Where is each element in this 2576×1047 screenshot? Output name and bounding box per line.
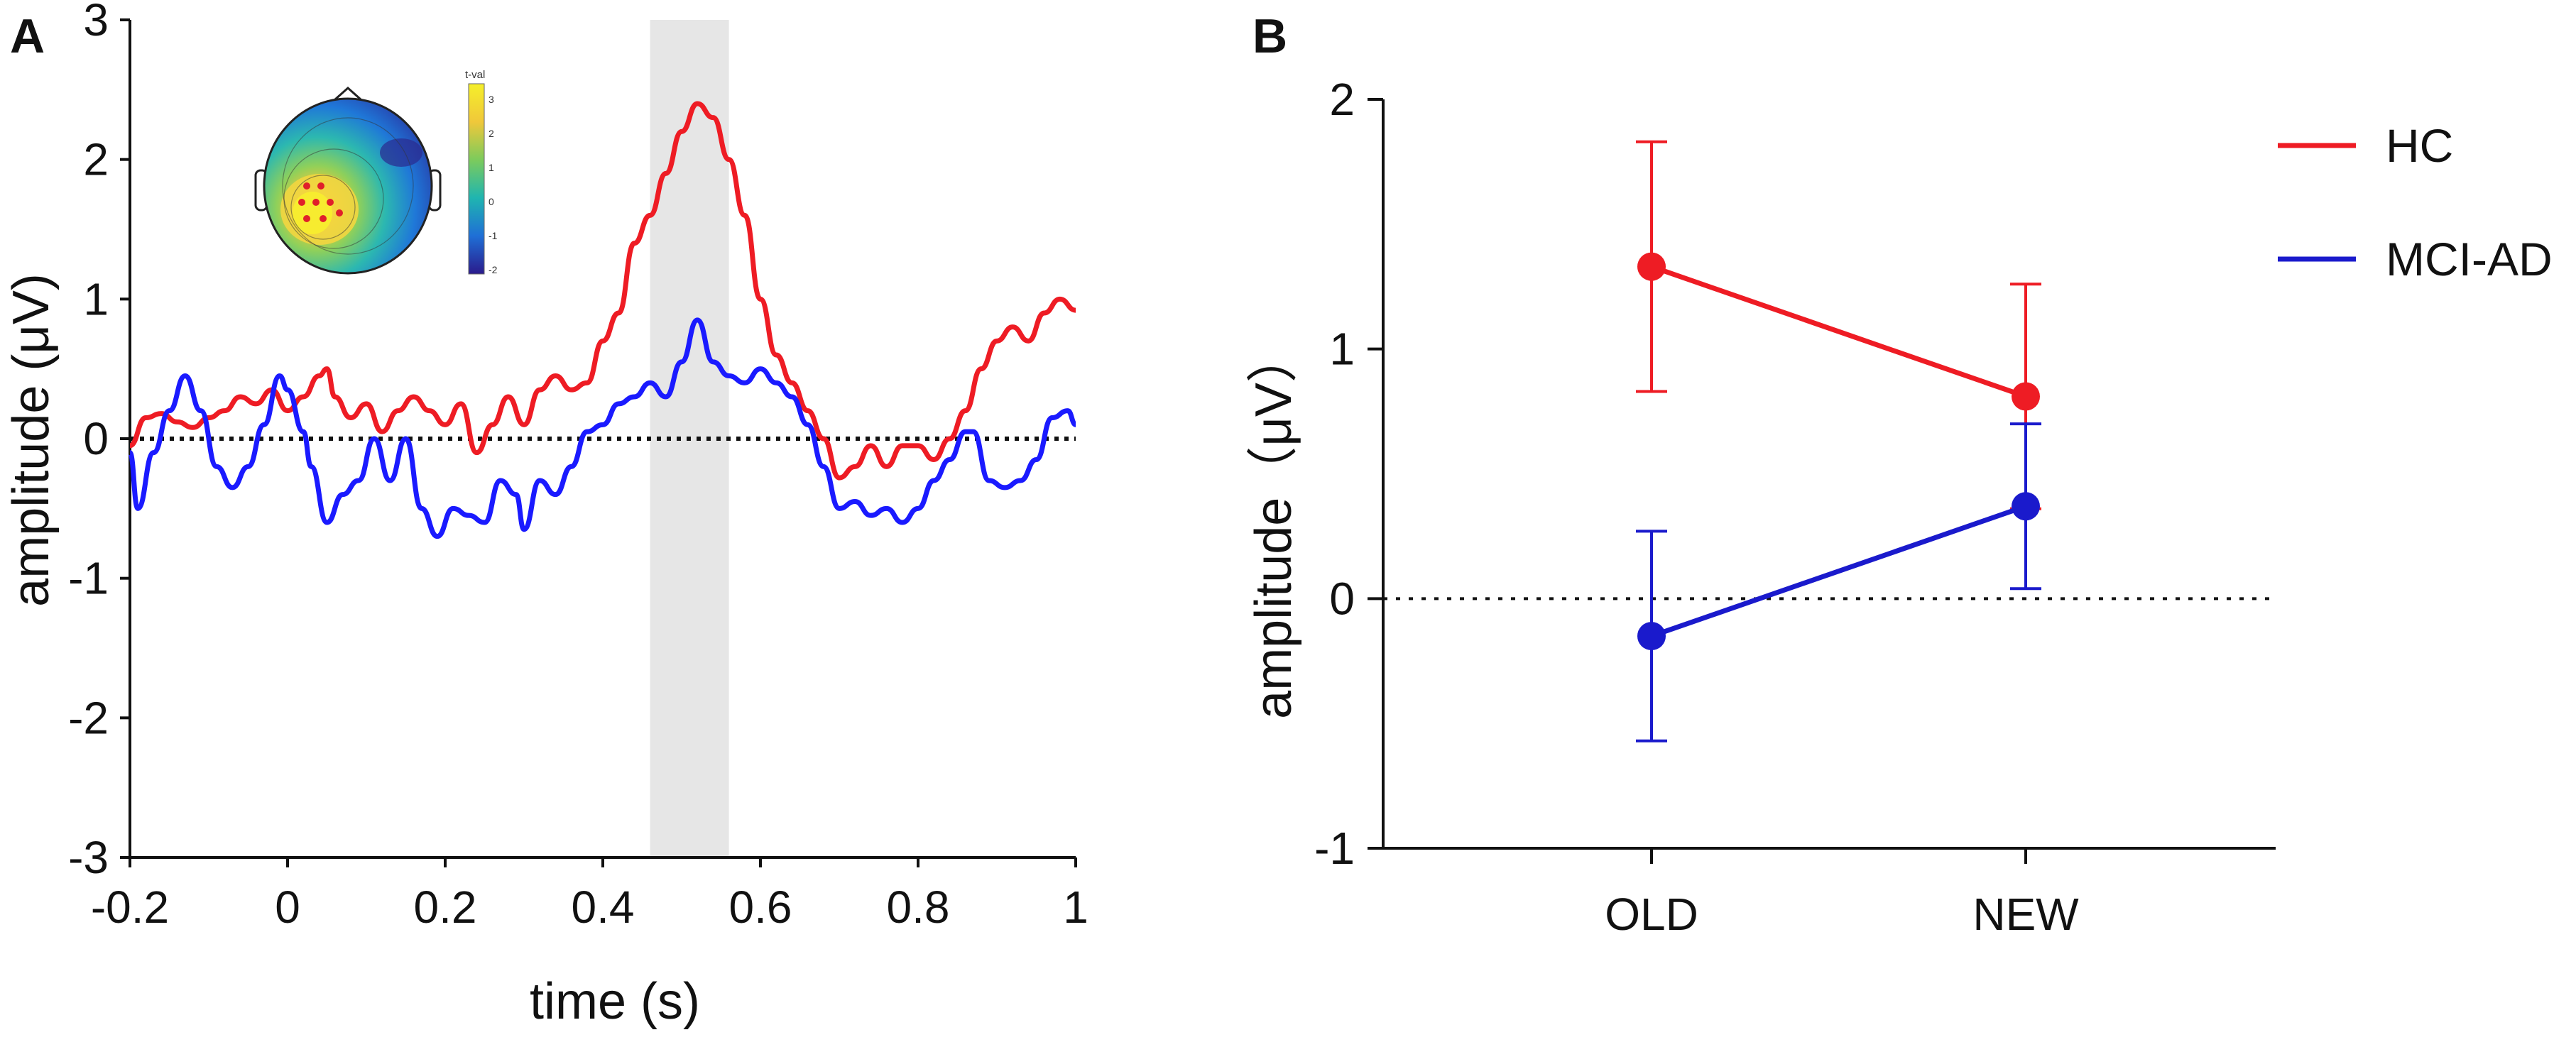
data-point-hc: [1637, 252, 1666, 281]
x-tick-label: 0.2: [414, 882, 477, 933]
y-tick-label: 1: [83, 273, 109, 324]
data-point-mci-ad: [2012, 492, 2040, 521]
y-axis-label: amplitude（μV）: [1245, 331, 1302, 719]
y-tick-label: 3: [83, 0, 109, 45]
y-tick-label: -1: [1314, 823, 1355, 874]
colorbar: [468, 83, 485, 275]
x-axis-label: time (s): [530, 973, 700, 1030]
y-tick-label: 2: [83, 134, 109, 185]
legend-label-mci-ad: MCI-AD: [2386, 233, 2553, 285]
topomap-head: [263, 97, 433, 275]
series-hc: [1636, 140, 2041, 510]
series-line-mci-ad: [1650, 503, 2027, 639]
x-tick-label: 1: [1063, 882, 1088, 933]
y-tick-label: 1: [1329, 324, 1355, 375]
y-tick-label: -2: [68, 692, 109, 743]
y-tick-label: 0: [83, 413, 109, 464]
y-tick-label: -1: [68, 553, 109, 604]
y-ticks: 3 2 1 0 -1 -2 -3: [68, 0, 130, 883]
x-ticks: -0.2 0 0.2 0.4 0.6 0.8 1: [91, 857, 1088, 933]
topomap-electrodes: [298, 182, 343, 222]
x-tick-label: 0.4: [572, 882, 635, 933]
panel-a: A 3 2 1 0 -1 -2 -3 -0.2 0 0.2 0.4 0.6 0.8 1 time (s)…: [3, 0, 1088, 1030]
colorbar-tick-label: -1: [489, 230, 498, 241]
colorbar-title: t-val: [465, 69, 485, 81]
x-tick-label: OLD: [1605, 889, 1698, 940]
series-line-hc: [129, 101, 1076, 481]
x-ticks: OLD NEW: [1605, 848, 2079, 940]
y-axis-label: amplitude (μV): [3, 273, 60, 607]
series-mci-ad: [1636, 422, 2041, 742]
colorbar-tick-label: 1: [489, 162, 494, 173]
legend: HC MCI-AD: [2278, 119, 2553, 285]
x-tick-label: 0.8: [887, 882, 950, 933]
y-tick-label: 2: [1329, 74, 1355, 125]
panel-b-letter: B: [1252, 9, 1287, 63]
colorbar-tick-label: 2: [489, 128, 494, 139]
x-tick-label: 0: [275, 882, 300, 933]
y-tick-label: 0: [1329, 573, 1355, 624]
colorbar-tick-label: 3: [489, 94, 494, 105]
legend-label-hc: HC: [2386, 119, 2453, 172]
panel-b: B 2 1 0 -1 OLD NEW amplitude（μV） HC MCI-AD: [1245, 9, 2553, 940]
series-group: [127, 101, 1077, 539]
series-line-hc: [1650, 264, 2027, 399]
colorbar-tick-label: -2: [489, 264, 498, 275]
x-tick-label: NEW: [1972, 889, 2079, 940]
panel-a-letter: A: [10, 9, 45, 63]
inset-topomap: t-val 3 2 1 0 -1 -2: [254, 69, 498, 275]
x-tick-label: 0.6: [729, 882, 792, 933]
colorbar-ticks: 3 2 1 0 -1 -2: [489, 94, 498, 275]
series-line-mci-ad: [127, 317, 1077, 539]
y-ticks: 2 1 0 -1: [1314, 74, 1383, 874]
x-tick-label: -0.2: [91, 882, 169, 933]
data-point-hc: [2012, 382, 2040, 411]
y-tick-label: -3: [68, 832, 109, 883]
series-group: [1636, 140, 2041, 742]
topomap-nose: [334, 86, 361, 101]
colorbar-tick-label: 0: [489, 196, 494, 207]
data-point-mci-ad: [1637, 622, 1666, 651]
